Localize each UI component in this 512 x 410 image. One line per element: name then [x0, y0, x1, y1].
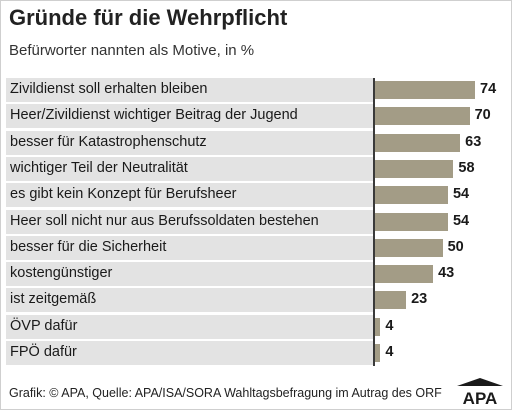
- apa-logo-text: APA: [463, 389, 498, 405]
- apa-logo: APA: [457, 378, 503, 405]
- bar-row: besser für Katastrophenschutz 63: [6, 130, 506, 155]
- data-label: 50: [447, 238, 464, 255]
- category-label: FPÖ dafür: [10, 344, 77, 360]
- data-label: 4: [385, 344, 394, 360]
- bar: [375, 186, 448, 205]
- bar: [375, 238, 443, 257]
- data-label: 54: [452, 186, 470, 203]
- bar-row: ist zeitgemäß 23: [6, 288, 506, 313]
- bar-row: wichtiger Teil der Neutralität 58: [6, 156, 506, 181]
- data-label: 23: [411, 291, 428, 308]
- category-label: besser für die Sicherheit: [10, 238, 167, 255]
- data-label: 70: [474, 107, 491, 124]
- data-label: 74: [480, 81, 497, 97]
- category-label: Zivildienst soll erhalten bleiben: [10, 81, 208, 97]
- data-label: 58: [458, 159, 475, 176]
- category-label: kostengünstiger: [10, 265, 113, 282]
- row-background: [6, 209, 374, 234]
- row-background: [6, 78, 374, 102]
- bar-row: Zivildienst soll erhalten bleiben 74: [6, 78, 506, 102]
- data-label: 43: [438, 265, 455, 282]
- bar-row: Heer/Zivildienst wichtiger Beitrag der J…: [6, 104, 506, 129]
- bar-row: FPÖ dafür 4: [6, 341, 506, 365]
- bar: [375, 212, 448, 231]
- category-label: ÖVP dafür: [10, 317, 78, 334]
- source-footer: Grafik: © APA, Quelle: APA/ISA/SORA Wahl…: [9, 386, 442, 400]
- bar-row: ÖVP dafür 4: [6, 314, 506, 339]
- row-background: [6, 235, 374, 260]
- row-background: [6, 130, 374, 155]
- category-label: wichtiger Teil der Neutralität: [10, 159, 188, 176]
- category-label: Heer soll nicht nur aus Berufssoldaten b…: [10, 212, 319, 229]
- bar-row: es gibt kein Konzept für Berufsheer 54: [6, 183, 506, 208]
- chart-title: Gründe für die Wehrpflicht: [9, 5, 288, 30]
- bar-row: besser für die Sicherheit 50: [6, 235, 506, 260]
- bar: [375, 265, 434, 284]
- row-background: [6, 341, 374, 365]
- bar: [375, 317, 381, 336]
- bar: [375, 291, 407, 310]
- bar: [375, 107, 470, 126]
- data-label: 4: [385, 317, 394, 334]
- category-label: besser für Katastrophenschutz: [10, 133, 207, 150]
- bar: [375, 159, 454, 178]
- row-background: [6, 314, 374, 339]
- data-label: 54: [452, 212, 470, 229]
- bar: [375, 344, 381, 362]
- bar-row: kostengünstiger 43: [6, 262, 506, 287]
- bar: [375, 133, 461, 152]
- category-label: es gibt kein Konzept für Berufsheer: [10, 186, 237, 203]
- axis-baseline: [373, 78, 375, 366]
- category-label: Heer/Zivildienst wichtiger Beitrag der J…: [10, 107, 298, 124]
- category-label: ist zeitgemäß: [10, 291, 97, 308]
- apa-logo-roof: [457, 378, 503, 386]
- chart-subtitle: Befürworter nannten als Motive, in %: [9, 42, 255, 59]
- row-background: [6, 288, 374, 313]
- bar-row: Heer soll nicht nur aus Berufssoldaten b…: [6, 209, 506, 234]
- data-label: 63: [465, 133, 482, 150]
- row-background: [6, 183, 374, 208]
- row-background: [6, 262, 374, 287]
- row-background: [6, 104, 374, 129]
- bar: [375, 81, 475, 99]
- row-background: [6, 156, 374, 181]
